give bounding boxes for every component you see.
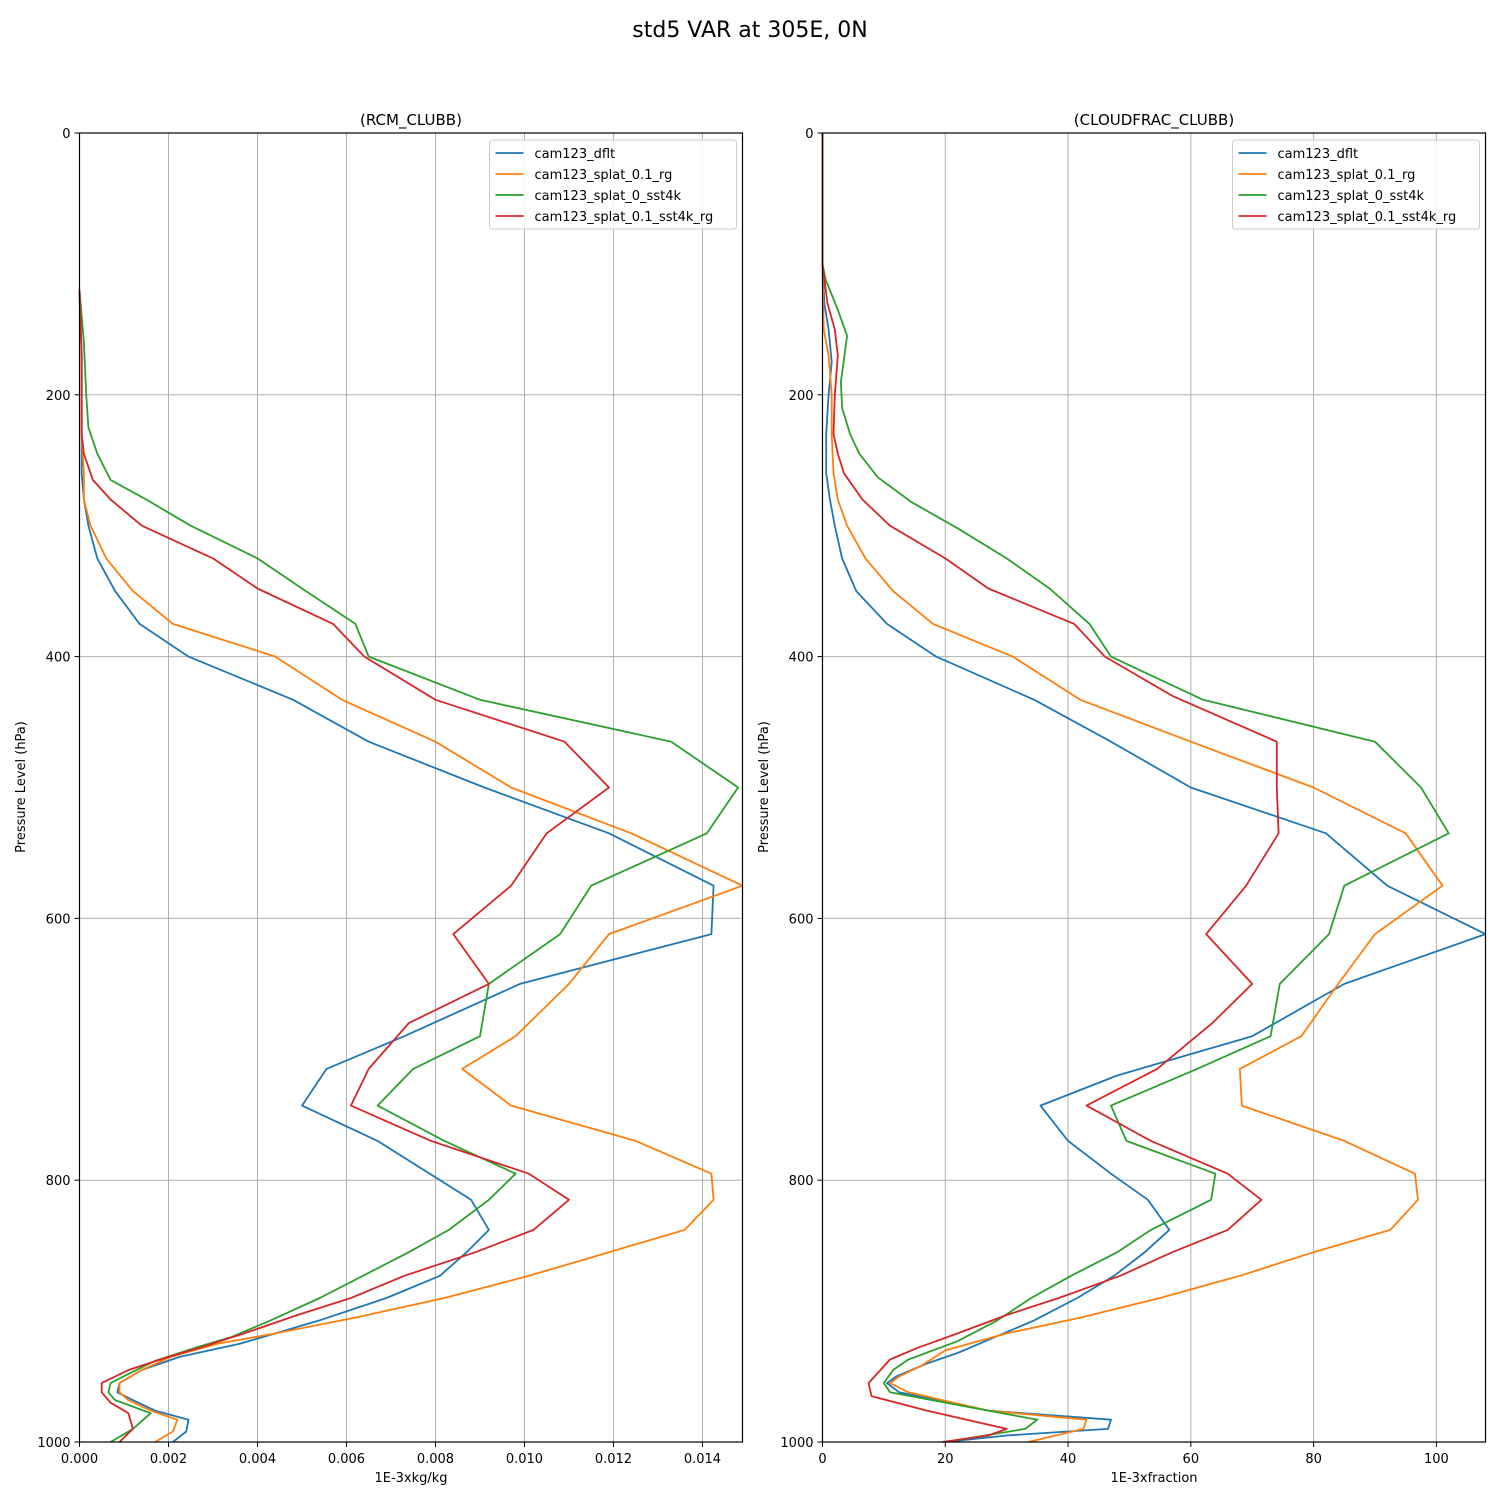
- y-axis-label: Pressure Level (hPa): [14, 721, 29, 853]
- x-tick-label: 0.008: [417, 1452, 454, 1467]
- x-tick-label: 40: [1060, 1452, 1077, 1467]
- x-tick-label: 0.012: [595, 1452, 632, 1467]
- legend-label: cam123_splat_0.1_rg: [535, 168, 673, 183]
- x-axis: 0.000 0.002 0.004 0.006 0.008 0.010 0.012 0.014: [61, 1442, 721, 1467]
- y-tick-label: 1000: [37, 1436, 70, 1451]
- x-tick-label: 80: [1305, 1452, 1322, 1467]
- y-axis: 0 200 400 600 800 1000: [780, 127, 823, 1451]
- legend-label: cam123_splat_0.1_sst4k_rg: [1278, 210, 1457, 225]
- series-line-1: [821, 133, 1487, 1443]
- x-tick-label: 100: [1424, 1452, 1449, 1467]
- legend-label: cam123_dflt: [1278, 147, 1359, 162]
- x-tick-label: 0: [818, 1452, 826, 1467]
- x-tick-label: 0.000: [61, 1452, 98, 1467]
- y-tick-label: 0: [62, 127, 70, 142]
- series-line-4: [821, 133, 1280, 1443]
- axes-title: (RCM_CLUBB): [360, 111, 462, 130]
- axes-cloudfrac-clubb: 0 20 40 60 80 100 0 200 400 600 800 1000 (CLOUDFRA…: [757, 111, 1487, 1486]
- y-axis-label: Pressure Level (hPa): [757, 721, 772, 853]
- legend-label: cam123_dflt: [535, 147, 616, 162]
- y-tick-label: 800: [46, 1174, 71, 1189]
- legend-label: cam123_splat_0_sst4k: [1278, 189, 1425, 204]
- y-tick-label: 600: [789, 912, 814, 927]
- x-tick-label: 0.010: [506, 1452, 543, 1467]
- y-tick-label: 200: [46, 389, 71, 404]
- y-tick-label: 1000: [780, 1436, 813, 1451]
- y-tick-label: 400: [789, 651, 814, 666]
- series-line-2: [78, 290, 744, 1443]
- x-tick-label: 20: [937, 1452, 954, 1467]
- figure-suptitle: std5 VAR at 305E, 0N: [632, 18, 867, 43]
- series-line-3: [78, 290, 739, 1443]
- y-axis: 0 200 400 600 800 1000: [37, 127, 80, 1451]
- y-tick-label: 800: [789, 1174, 814, 1189]
- axes-rcm-clubb: 0.000 0.002 0.004 0.006 0.008 0.010 0.012 0.014…: [14, 111, 744, 1486]
- legend-label: cam123_splat_0_sst4k: [535, 189, 682, 204]
- x-axis: 0 20 40 60 80 100: [818, 1442, 1449, 1467]
- x-tick-label: 60: [1183, 1452, 1200, 1467]
- legend-label: cam123_splat_0.1_rg: [1278, 168, 1416, 183]
- legend-label: cam123_splat_0.1_sst4k_rg: [535, 210, 714, 225]
- x-tick-label: 0.004: [239, 1452, 276, 1467]
- axes-title: (CLOUDFRAC_CLUBB): [1074, 111, 1234, 130]
- legend: cam123_dflt cam123_splat_0.1_rg cam123_spl…: [1232, 139, 1480, 230]
- series-lines: [821, 133, 1487, 1443]
- series-line-2: [821, 133, 1444, 1443]
- y-tick-label: 0: [805, 127, 813, 142]
- y-tick-label: 200: [789, 389, 814, 404]
- x-axis-label: 1E-3xfraction: [1110, 1471, 1197, 1486]
- legend: cam123_dflt cam123_splat_0.1_rg cam123_spl…: [489, 139, 737, 230]
- series-lines: [78, 290, 744, 1443]
- x-tick-label: 0.002: [150, 1452, 187, 1467]
- legend-box: [1232, 139, 1480, 230]
- x-tick-label: 0.014: [684, 1452, 721, 1467]
- axes-frame: [78, 132, 744, 1443]
- axes-frame: [821, 132, 1487, 1443]
- series-line-3: [821, 133, 1450, 1443]
- x-tick-label: 0.006: [328, 1452, 365, 1467]
- y-tick-label: 400: [46, 651, 71, 666]
- x-axis-label: 1E-3xkg/kg: [374, 1471, 447, 1486]
- legend-box: [489, 139, 737, 230]
- series-line-4: [78, 290, 610, 1443]
- y-tick-label: 600: [46, 912, 71, 927]
